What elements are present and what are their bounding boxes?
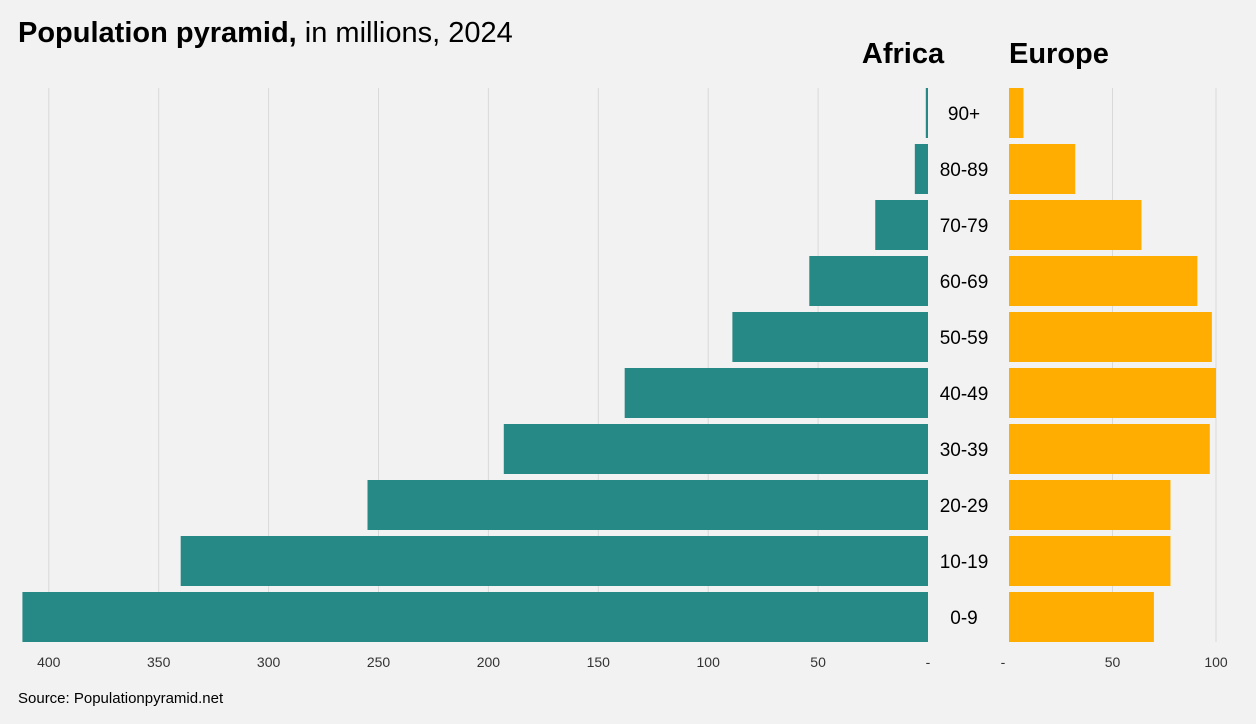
age-group-label-30-39: 30-39 [940, 440, 989, 461]
africa-bar-90 [925, 88, 928, 138]
europe-panel-title: Europe [1009, 38, 1109, 70]
age-group-label-10-19: 10-19 [940, 552, 989, 573]
europe-bar-30-39 [1009, 424, 1210, 474]
left-tick-label-350: 350 [147, 654, 171, 670]
left-tick-label-150: 150 [587, 654, 611, 670]
africa-bar-80-89 [914, 144, 928, 194]
africa-bar-30-39 [503, 424, 928, 474]
africa-bar-10-19 [180, 536, 928, 586]
europe-bar-50-59 [1009, 312, 1212, 362]
chart-title-bold: Population pyramid, [18, 17, 297, 49]
africa-bar-20-29 [367, 480, 928, 530]
europe-bar-0-9 [1009, 592, 1154, 642]
africa-panel-title: Africa [862, 38, 945, 70]
source-note: Source: Populationpyramid.net [18, 690, 224, 707]
africa-bar-50-59 [732, 312, 928, 362]
africa-bar-40-49 [624, 368, 928, 418]
left-tick-label-200: 200 [477, 654, 501, 670]
left-tick-label-100: 100 [697, 654, 721, 670]
europe-bar-70-79 [1009, 200, 1142, 250]
age-group-label-70-79: 70-79 [940, 216, 989, 237]
age-group-label-20-29: 20-29 [940, 496, 989, 517]
left-tick-label-0: - [926, 654, 931, 670]
age-group-label-90: 90+ [948, 104, 980, 125]
left-tick-label-300: 300 [257, 654, 281, 670]
africa-bar-70-79 [875, 200, 928, 250]
chart-title: Population pyramid, in millions, 2024 [18, 17, 513, 50]
age-group-label-80-89: 80-89 [940, 160, 989, 181]
europe-bar-80-89 [1009, 144, 1076, 194]
bars [22, 88, 1216, 642]
chart-title-rest: in millions, 2024 [296, 17, 513, 49]
left-tick-label-400: 400 [37, 654, 61, 670]
africa-bar-0-9 [22, 592, 928, 642]
age-group-label-0-9: 0-9 [950, 608, 977, 629]
right-tick-label-0: - [1001, 654, 1006, 670]
right-tick-label-50: 50 [1105, 654, 1121, 670]
right-tick-label-100: 100 [1204, 654, 1228, 670]
europe-bar-90 [1009, 88, 1024, 138]
europe-bar-40-49 [1009, 368, 1216, 418]
europe-bar-60-69 [1009, 256, 1198, 306]
age-group-label-40-49: 40-49 [940, 384, 989, 405]
europe-bar-10-19 [1009, 536, 1171, 586]
europe-bar-20-29 [1009, 480, 1171, 530]
left-tick-label-250: 250 [367, 654, 391, 670]
labels: 400 350 300 250 200 150 100 50 - - 50 100 90+ 80-89 70… [37, 38, 1228, 670]
age-group-label-60-69: 60-69 [940, 272, 989, 293]
left-tick-label-50: 50 [810, 654, 826, 670]
age-group-label-50-59: 50-59 [940, 328, 989, 349]
africa-bar-60-69 [809, 256, 928, 306]
